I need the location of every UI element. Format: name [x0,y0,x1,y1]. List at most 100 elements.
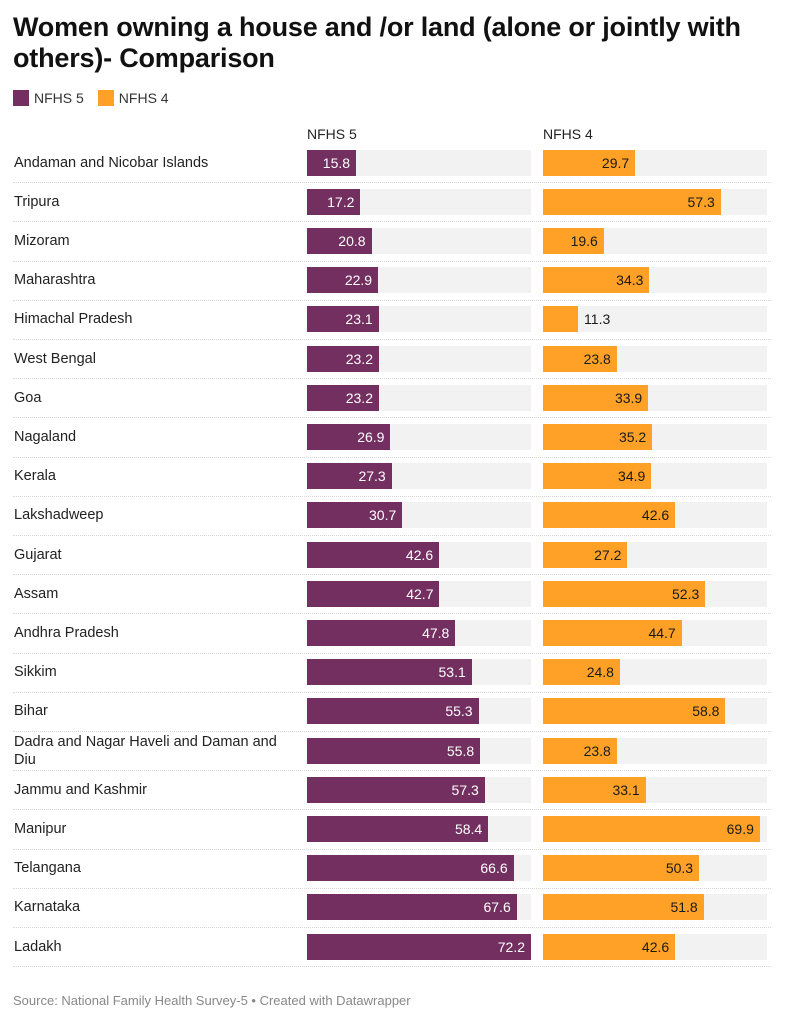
value-label: 58.8 [692,703,720,720]
category-label: Andaman and Nicobar Islands [14,154,209,171]
column-header-nfhs5: NFHS 5 [307,126,357,142]
bar-track: 26.9 [307,423,531,450]
value-label: 22.9 [344,272,373,289]
bar-nfhs4 [543,737,617,764]
legend-item-nfhs5: NFHS 5 [13,90,84,106]
category-label: Himachal Pradesh [14,311,133,328]
bar-nfhs4 [543,423,653,450]
value-label: 23.1 [345,311,373,328]
category-label: Andhra Pradesh [14,624,119,641]
value-label: 27.3 [358,468,386,485]
value-label: 51.8 [670,899,698,916]
value-label: 17.2 [327,193,355,210]
bar-track: 47.8 [307,619,531,646]
bar-track: 53.1 [307,659,531,686]
chart-row: Jammu and Kashmir 57.3 33.1 [13,770,771,811]
value-label: 11.3 [584,311,611,328]
chart-row: Assam 42.7 52.3 [13,574,771,615]
bar-track: 23.2 [307,345,531,372]
value-label: 23.2 [345,350,373,367]
chart-row: Andaman and Nicobar Islands 15.8 29.7 [13,143,771,184]
legend-item-nfhs4: NFHS 4 [97,90,169,106]
category-label: Sikkim [14,664,57,681]
bar-track: 55.8 [307,737,531,764]
category-label: Assam [14,585,59,602]
bar-nfhs4 [543,659,620,686]
value-label: 50.3 [665,860,694,877]
value-label: 66.6 [480,860,508,877]
chart-row: Telangana 66.6 50.3 [13,849,771,889]
category-label: Lakshadweep [14,507,104,524]
chart-row: Lakshadweep 30.7 42.6 [13,496,771,536]
chart-row: Manipur 58.4 69.9 [13,809,771,850]
value-label: 52.3 [672,585,700,602]
category-label: Nagaland [14,428,77,445]
bar-nfhs4 [543,502,676,529]
bar-track: 17.2 [307,188,531,215]
bar-track: 57.3 [307,776,531,803]
category-label: Mizoram [14,232,70,249]
bar-nfhs5 [307,619,456,646]
legend-swatch-nfhs5 [13,90,29,106]
chart-row: Tripura 17.2 57.3 [13,182,771,223]
bar-nfhs4 [543,698,726,725]
bar-nfhs4 [543,227,604,254]
chart-row: Himachal Pradesh 23.1 11.3 [13,300,771,340]
bar-track: 23.8 [543,345,767,372]
bar-nfhs5 [307,423,391,450]
bar-track: 42.6 [543,933,767,960]
bar-nfhs4 [543,149,636,176]
value-label: 24.8 [586,664,614,681]
bar-track: 44.7 [543,619,767,646]
value-label: 53.1 [438,664,466,681]
bar-track: 27.3 [307,463,531,490]
bar-track: 22.9 [307,267,531,294]
bar-track: 72.2 [307,933,531,960]
category-label: Telangana [14,860,81,877]
value-label: 44.7 [648,624,676,641]
bar-track: 11.3 [543,306,767,333]
value-label: 19.6 [570,232,598,249]
bar-nfhs5 [307,541,440,568]
category-label: Kerala [14,468,56,485]
category-label: Tripura [14,193,60,210]
bar-track: 55.3 [307,698,531,725]
value-label: 30.7 [369,507,397,524]
chart-row: Nagaland 26.9 35.2 [13,417,771,458]
category-label: Bihar [14,703,48,720]
value-label: 55.3 [445,703,473,720]
chart-row: Goa 23.2 33.9 [13,378,771,419]
chart-row: Karnataka 67.6 51.8 [13,888,771,928]
chart-row: West Bengal 23.2 23.8 [13,339,771,380]
bar-track: 33.9 [543,384,767,411]
value-label: 67.6 [483,899,511,916]
category-label: Goa [14,389,42,406]
bar-nfhs5 [307,698,479,725]
source-note: Source: National Family Health Survey-5 … [13,993,411,1008]
bar-nfhs4 [543,463,652,490]
legend-label-nfhs4: NFHS 4 [118,90,169,106]
bar-nfhs5 [307,149,357,176]
value-label: 33.9 [614,389,643,406]
bar-track: 50.3 [543,855,767,882]
legend-label-nfhs5: NFHS 5 [34,90,84,106]
bar-track: 23.1 [307,306,531,333]
category-label: Manipur [14,820,67,837]
category-label: West Bengal [14,350,96,367]
bar-track: 42.6 [307,541,531,568]
value-label: 23.2 [345,389,373,406]
value-label: 23.8 [583,742,611,759]
bar-track: 20.8 [307,227,531,254]
bar-nfhs5 [307,855,514,882]
bar-nfhs5 [307,345,379,372]
bar-nfhs5 [307,776,485,803]
chart-row: Kerala 27.3 34.9 [13,457,771,497]
category-label: Karnataka [14,899,81,916]
chart-row: Maharashtra 22.9 34.3 [13,261,771,301]
value-label: 26.9 [357,428,385,445]
chart-row: Dadra and Nagar Haveli and Daman and Diu… [13,731,771,772]
bar-track: 19.6 [543,227,767,254]
value-label: 57.3 [687,193,715,210]
bar-nfhs5 [307,188,361,215]
bar-track: 57.3 [543,188,767,215]
